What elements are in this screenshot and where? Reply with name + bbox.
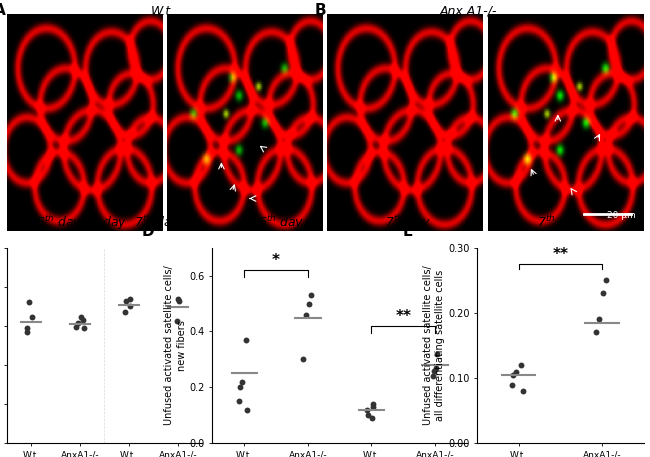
Point	[77, 316, 88, 323]
Point	[121, 297, 131, 304]
Text: 5$^{th}$ day: 5$^{th}$ day	[36, 213, 83, 232]
Point	[361, 406, 372, 414]
Point	[234, 398, 244, 405]
Point	[298, 356, 309, 363]
Point	[22, 329, 32, 336]
Text: 7$^{th}$ day: 7$^{th}$ day	[537, 213, 584, 232]
Point	[507, 381, 517, 388]
Point	[75, 314, 86, 321]
Point	[242, 406, 253, 414]
Point	[237, 378, 247, 385]
Point	[601, 276, 612, 284]
Point	[427, 372, 437, 380]
Point	[306, 292, 317, 299]
Point	[73, 319, 83, 326]
Point	[598, 290, 608, 297]
Text: W.t.: W.t.	[150, 5, 175, 17]
Point	[120, 308, 131, 315]
Point	[235, 384, 245, 391]
Point	[240, 336, 251, 344]
Y-axis label: Unfused activated satellite cells/
all differentiating satellite cells: Unfused activated satellite cells/ all d…	[423, 266, 445, 425]
Text: D: D	[141, 224, 154, 239]
Point	[430, 364, 441, 372]
Point	[594, 316, 604, 323]
Point	[173, 296, 183, 303]
Text: 5$^{th}$ day: 5$^{th}$ day	[81, 213, 127, 232]
Point	[515, 361, 526, 369]
Text: *: *	[272, 253, 280, 268]
Point	[368, 400, 378, 408]
Point	[367, 414, 378, 422]
Point	[591, 329, 601, 336]
Point	[71, 323, 81, 330]
Y-axis label: Unfused activated satellite cells/
new fibers: Unfused activated satellite cells/ new f…	[164, 266, 187, 425]
Point	[300, 311, 311, 319]
Point	[24, 298, 34, 305]
Text: E: E	[402, 224, 413, 239]
Point	[432, 350, 442, 357]
Text: 7$^{th}$ day: 7$^{th}$ day	[385, 213, 432, 232]
Point	[174, 297, 184, 304]
Text: **: **	[395, 309, 411, 324]
Text: B: B	[315, 3, 326, 18]
Point	[27, 313, 37, 320]
Point	[517, 388, 528, 395]
Point	[368, 403, 378, 410]
Text: **: **	[552, 247, 568, 262]
Point	[79, 324, 89, 332]
Text: Anx A1-/-: Anx A1-/-	[439, 5, 497, 17]
Point	[304, 300, 314, 307]
Text: 5$^{th}$ day: 5$^{th}$ day	[258, 213, 304, 232]
Point	[172, 318, 182, 325]
Text: 7$^{th}$ day: 7$^{th}$ day	[134, 213, 181, 232]
Point	[125, 303, 135, 310]
Point	[510, 368, 521, 375]
Point	[363, 412, 373, 419]
Point	[22, 324, 32, 332]
Text: 20 μm: 20 μm	[607, 211, 636, 220]
Point	[508, 371, 518, 378]
Text: A: A	[0, 3, 6, 18]
Point	[125, 296, 135, 303]
Point	[428, 367, 439, 374]
